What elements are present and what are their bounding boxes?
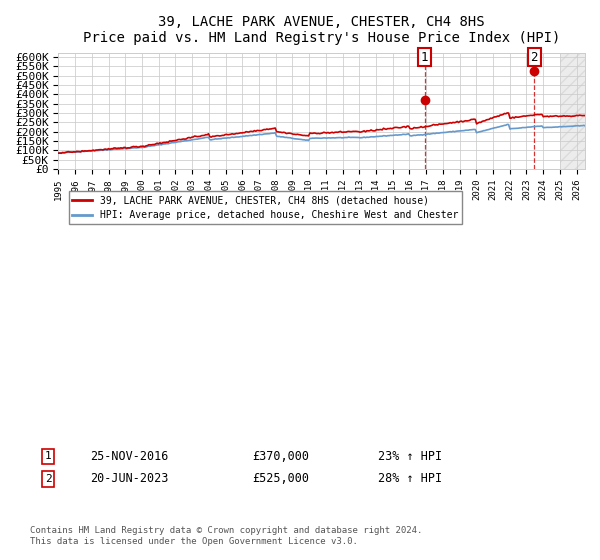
Bar [560, 53, 585, 169]
Text: 23% ↑ HPI: 23% ↑ HPI [378, 450, 442, 463]
Text: 28% ↑ HPI: 28% ↑ HPI [378, 472, 442, 486]
Text: Contains HM Land Registry data © Crown copyright and database right 2024.
This d: Contains HM Land Registry data © Crown c… [30, 526, 422, 546]
Text: 20-JUN-2023: 20-JUN-2023 [90, 472, 169, 486]
Text: 1: 1 [421, 50, 428, 63]
Text: 1: 1 [44, 451, 52, 461]
Text: £525,000: £525,000 [252, 472, 309, 486]
Text: 25-NOV-2016: 25-NOV-2016 [90, 450, 169, 463]
Title: 39, LACHE PARK AVENUE, CHESTER, CH4 8HS
Price paid vs. HM Land Registry's House : 39, LACHE PARK AVENUE, CHESTER, CH4 8HS … [83, 15, 560, 45]
Text: 2: 2 [44, 474, 52, 484]
Text: £370,000: £370,000 [252, 450, 309, 463]
Text: 2: 2 [530, 50, 538, 63]
Legend: 39, LACHE PARK AVENUE, CHESTER, CH4 8HS (detached house), HPI: Average price, de: 39, LACHE PARK AVENUE, CHESTER, CH4 8HS … [68, 192, 462, 224]
